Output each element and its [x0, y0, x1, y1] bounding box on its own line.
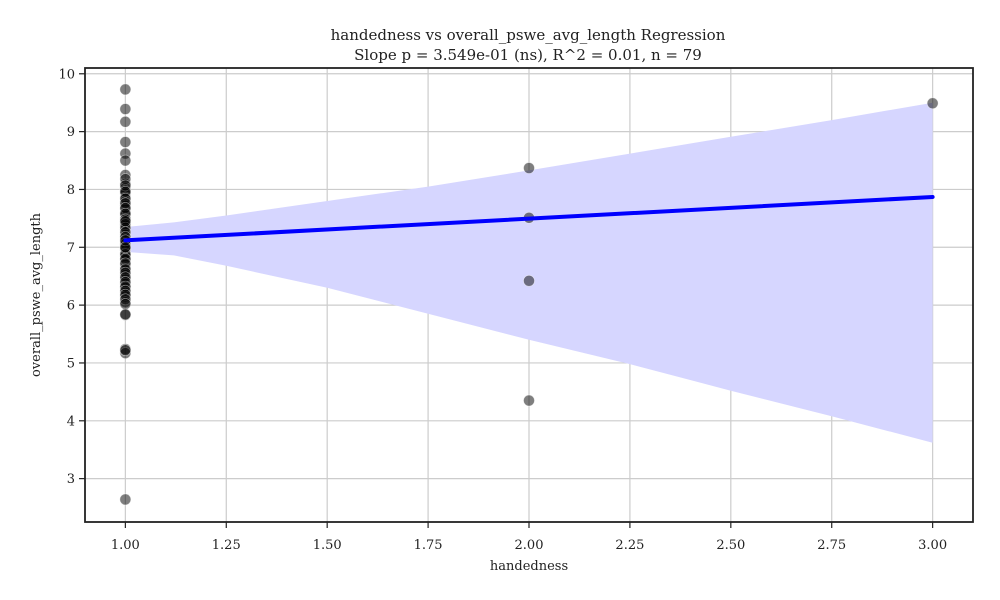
- y-tick-label: 5: [67, 356, 75, 371]
- x-tick-label: 2.25: [615, 538, 644, 553]
- data-point: [523, 162, 535, 174]
- x-tick-label: 1.00: [111, 538, 140, 553]
- y-tick-label: 4: [67, 414, 75, 429]
- data-point: [926, 97, 939, 110]
- data-point: [119, 298, 132, 310]
- regression-line: [123, 194, 935, 243]
- y-tick-label: 7: [67, 241, 75, 256]
- x-tick-label: 1.25: [212, 538, 241, 553]
- x-axis-label: handedness: [490, 559, 568, 574]
- data-point: [119, 115, 132, 128]
- y-axis-label: overall_pswe_avg_length: [29, 212, 44, 377]
- data-point: [119, 83, 132, 96]
- data-point: [119, 344, 132, 357]
- y-tick-label: 9: [67, 125, 75, 140]
- y-axis-ticks: 3 4 5 6 7 8 9 10: [58, 67, 85, 487]
- confidence-band: [125, 102, 933, 443]
- data-point: [119, 103, 132, 115]
- data-point: [523, 275, 535, 287]
- x-axis-ticks: 1.00 1.25 1.50 1.75 2.00 2.25 2.50 2.75 3.00: [111, 522, 947, 553]
- chart-title: handedness vs overall_pswe_avg_length Re…: [331, 26, 726, 44]
- data-point: [119, 493, 132, 506]
- y-tick-label: 10: [58, 67, 75, 82]
- x-tick-label: 2.50: [716, 538, 745, 553]
- data-point: [119, 308, 132, 321]
- data-point: [523, 394, 535, 407]
- scatter-points: [119, 83, 939, 506]
- x-tick-label: 1.50: [313, 538, 342, 553]
- y-tick-label: 8: [67, 183, 75, 198]
- y-tick-label: 3: [67, 472, 75, 487]
- x-tick-label: 3.00: [918, 538, 947, 553]
- chart-subtitle: Slope p = 3.549e-01 (ns), R^2 = 0.01, n …: [354, 46, 702, 64]
- x-tick-label: 2.00: [515, 538, 544, 553]
- data-point: [119, 241, 132, 254]
- data-point: [119, 154, 132, 167]
- x-tick-label: 2.75: [817, 538, 846, 553]
- x-tick-label: 1.75: [414, 538, 443, 553]
- data-point: [119, 215, 132, 228]
- y-tick-label: 6: [67, 299, 75, 314]
- data-point: [119, 136, 132, 148]
